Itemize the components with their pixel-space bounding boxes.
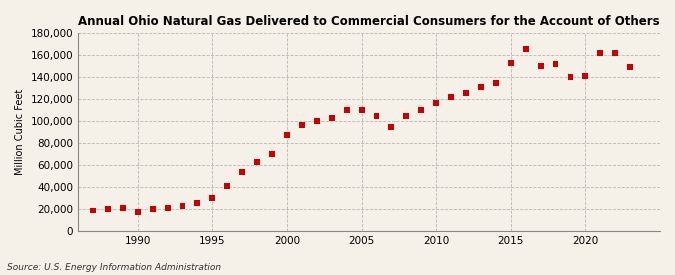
Point <box>625 65 636 70</box>
Point <box>147 207 158 211</box>
Point <box>192 200 202 205</box>
Point <box>520 46 531 51</box>
Point <box>222 184 233 188</box>
Point <box>431 100 441 105</box>
Point <box>117 206 128 210</box>
Point <box>386 125 397 129</box>
Point <box>267 152 277 156</box>
Point <box>103 207 113 211</box>
Point <box>416 108 427 112</box>
Point <box>252 160 263 164</box>
Point <box>207 196 218 200</box>
Text: Source: U.S. Energy Information Administration: Source: U.S. Energy Information Administ… <box>7 263 221 272</box>
Point <box>401 114 412 118</box>
Point <box>326 116 337 120</box>
Point <box>580 74 591 78</box>
Point <box>311 119 322 123</box>
Point <box>475 85 486 89</box>
Y-axis label: Million Cubic Feet: Million Cubic Feet <box>15 89 25 175</box>
Point <box>446 95 456 99</box>
Point <box>342 108 352 112</box>
Point <box>491 81 502 85</box>
Point <box>132 209 143 214</box>
Point <box>506 61 516 65</box>
Title: Annual Ohio Natural Gas Delivered to Commercial Consumers for the Account of Oth: Annual Ohio Natural Gas Delivered to Com… <box>78 15 660 28</box>
Point <box>535 64 546 68</box>
Point <box>237 170 248 174</box>
Point <box>88 208 99 213</box>
Point <box>595 51 605 55</box>
Point <box>550 62 561 66</box>
Point <box>460 90 471 95</box>
Point <box>356 108 367 112</box>
Point <box>177 204 188 208</box>
Point <box>281 132 292 137</box>
Point <box>162 206 173 210</box>
Point <box>610 51 620 55</box>
Point <box>371 114 382 118</box>
Point <box>565 75 576 79</box>
Point <box>296 122 307 127</box>
